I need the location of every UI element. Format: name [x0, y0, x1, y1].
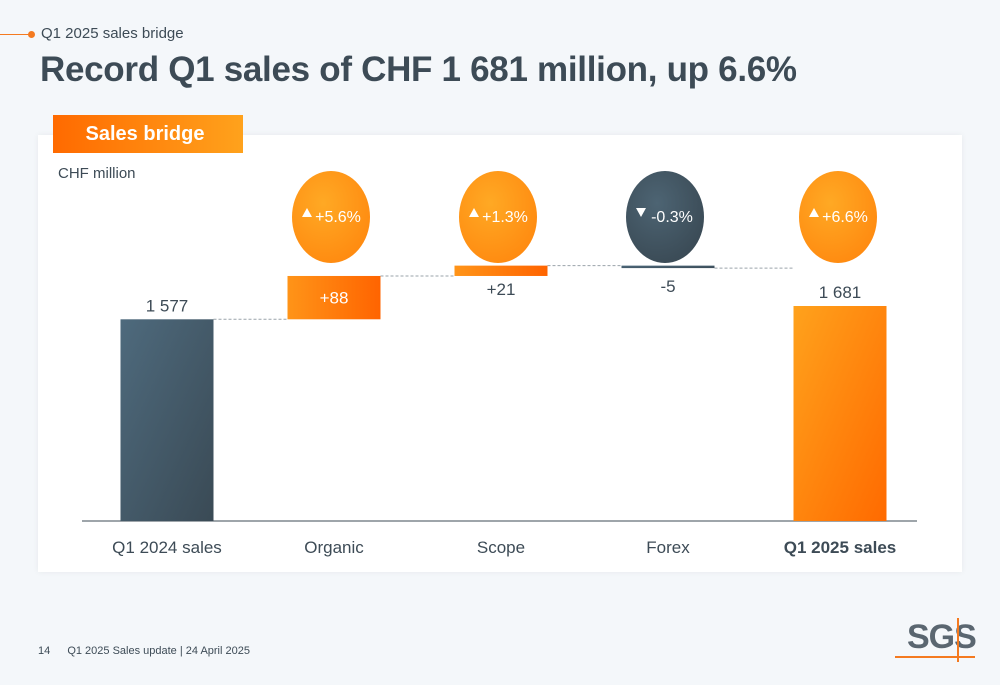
- footer-text: Q1 2025 Sales update | 24 April 2025: [67, 645, 250, 657]
- bar-q1-2024-sales: [120, 319, 214, 521]
- growth-label: -0.3%: [651, 209, 693, 226]
- triangle-up-icon: [809, 208, 819, 217]
- logo-hline: [895, 656, 975, 658]
- growth-circle-up: [799, 171, 877, 263]
- value-label: +88: [320, 289, 349, 308]
- eyebrow-line: [0, 34, 30, 35]
- triangle-down-icon: [636, 208, 646, 217]
- category-label: Scope: [477, 538, 525, 557]
- logo-text: SGS: [907, 618, 977, 656]
- eyebrow-label: Q1 2025 sales bridge: [41, 25, 184, 42]
- bar-q1-2025-sales: [793, 306, 887, 521]
- eyebrow-dot: [28, 31, 35, 38]
- growth-label: +6.6%: [822, 209, 868, 226]
- category-label: Q1 2024 sales: [112, 538, 222, 557]
- category-label: Q1 2025 sales: [784, 538, 896, 557]
- value-label: 1 577: [146, 296, 189, 315]
- bar-forex: [621, 265, 715, 269]
- triangle-up-icon: [469, 208, 479, 217]
- growth-circle-up: [292, 171, 370, 263]
- growth-circle-up: [459, 171, 537, 263]
- unit-label: CHF million: [58, 165, 136, 182]
- category-label: Forex: [646, 538, 690, 557]
- section-tag: Sales bridge: [53, 115, 243, 153]
- value-label: 1 681: [819, 283, 862, 302]
- growth-label: +1.3%: [482, 209, 528, 226]
- footer: 14 Q1 2025 Sales update | 24 April 2025: [38, 645, 250, 657]
- category-label: Organic: [304, 538, 364, 557]
- logo-vline: [957, 618, 959, 662]
- page-title: Record Q1 sales of CHF 1 681 million, up…: [40, 50, 797, 89]
- bar-organic: [287, 275, 381, 320]
- value-label: -5: [660, 277, 675, 296]
- value-label: +21: [487, 280, 516, 299]
- growth-label: +5.6%: [315, 209, 361, 226]
- triangle-up-icon: [302, 208, 312, 217]
- growth-circle-down: [626, 171, 704, 263]
- sgs-logo: SGS: [895, 618, 977, 662]
- page-number: 14: [38, 645, 51, 657]
- bar-scope: [454, 265, 548, 276]
